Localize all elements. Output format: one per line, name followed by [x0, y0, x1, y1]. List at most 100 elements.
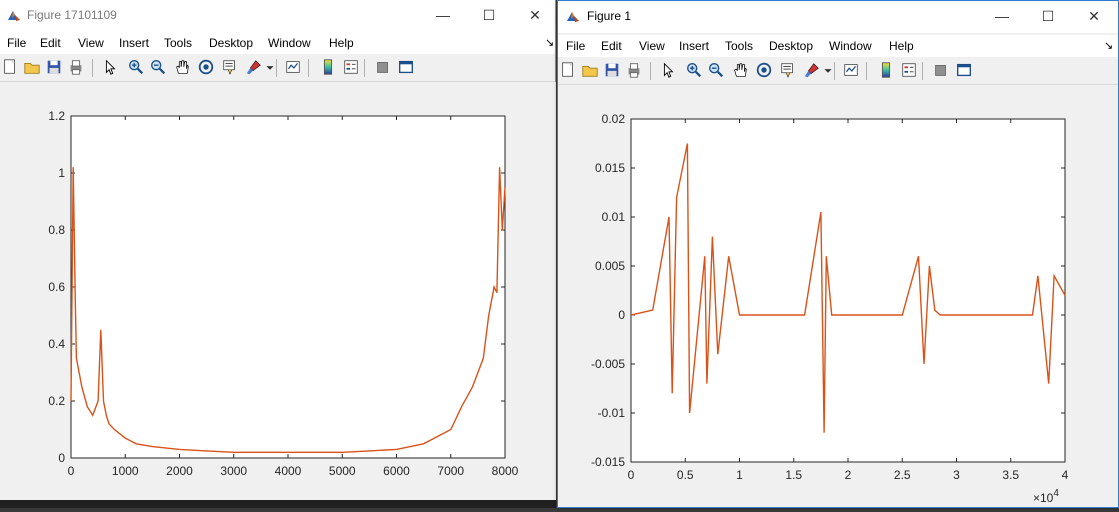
x-tick-label: 7000 [437, 464, 464, 478]
pan-button[interactable] [172, 57, 192, 77]
dock-arrow-icon[interactable]: ↘ [1104, 39, 1113, 52]
show-plot-tools-button[interactable] [396, 57, 416, 77]
zoom-out-button[interactable] [148, 57, 168, 77]
menu-window[interactable]: Window [829, 39, 872, 53]
insert-legend-icon [900, 61, 918, 79]
menu-edit[interactable]: Edit [40, 36, 61, 50]
maximize-button[interactable]: ☐ [1025, 1, 1071, 31]
data-cursor-icon [221, 58, 239, 76]
y-tick-label: 0.015 [595, 161, 625, 175]
data-cursor-button[interactable] [220, 57, 240, 77]
insert-colorbar-icon [877, 61, 895, 79]
brush-icon [245, 58, 263, 76]
menu-help[interactable]: Help [889, 39, 914, 53]
title-bar[interactable]: Figure 17101109 — ☐ ✕ [0, 0, 555, 32]
pan-button[interactable] [730, 60, 750, 80]
figure-window-1: Figure 17101109 — ☐ ✕ File Edit View Ins… [0, 0, 556, 508]
window-title: Figure 1 [587, 9, 631, 23]
dock-arrow-icon[interactable]: ↘ [545, 36, 554, 49]
menu-tools[interactable]: Tools [725, 39, 753, 53]
show-plot-tools-button[interactable] [954, 60, 974, 80]
insert-legend-button[interactable] [899, 60, 919, 80]
new-figure-icon [559, 61, 577, 79]
toolbar [558, 58, 1118, 85]
print-button[interactable] [66, 57, 86, 77]
brush-button[interactable] [244, 57, 264, 77]
rotate-3d-button[interactable] [196, 57, 216, 77]
pointer-button[interactable] [100, 57, 120, 77]
y-tick-label: 0.8 [48, 223, 65, 237]
insert-legend-button[interactable] [341, 57, 361, 77]
toolbar-separator [364, 59, 365, 77]
menu-tools[interactable]: Tools [164, 36, 192, 50]
link-plot-icon [284, 58, 302, 76]
data-cursor-icon [779, 61, 797, 79]
brush-button[interactable] [802, 60, 822, 80]
link-plot-button[interactable] [841, 60, 861, 80]
x-exponent-power: 4 [1053, 488, 1059, 499]
x-tick-label: 8000 [492, 464, 519, 478]
minimize-button[interactable]: — [420, 0, 466, 30]
print-icon [625, 61, 643, 79]
save-button[interactable] [44, 57, 64, 77]
minimize-button[interactable]: — [979, 1, 1025, 31]
matlab-icon [565, 9, 581, 25]
y-tick-label: 1.2 [48, 109, 65, 123]
hide-plot-tools-button[interactable] [373, 57, 393, 77]
new-figure-button[interactable] [558, 60, 578, 80]
y-tick-label: 0 [58, 451, 65, 465]
brush-dropdown-button[interactable] [265, 57, 275, 77]
axes-box [71, 116, 505, 458]
title-bar[interactable]: Figure 1 — ☐ ✕ [558, 1, 1118, 33]
menu-file[interactable]: File [7, 36, 26, 50]
open-file-button[interactable] [22, 57, 42, 77]
close-button[interactable]: ✕ [512, 0, 558, 30]
zoom-in-button[interactable] [684, 60, 704, 80]
pointer-button[interactable] [658, 60, 678, 80]
x-tick-label: 5000 [329, 464, 356, 478]
minimize-icon: — [995, 8, 1009, 24]
zoom-in-icon [685, 61, 703, 79]
insert-colorbar-button[interactable] [876, 60, 896, 80]
zoom-in-button[interactable] [126, 57, 146, 77]
menu-help[interactable]: Help [329, 36, 354, 50]
open-file-button[interactable] [580, 60, 600, 80]
link-plot-icon [842, 61, 860, 79]
menu-view[interactable]: View [639, 39, 665, 53]
data-cursor-button[interactable] [778, 60, 798, 80]
x-tick-label: 1 [736, 468, 743, 482]
x-tick-label: 1000 [112, 464, 139, 478]
close-button[interactable]: ✕ [1071, 1, 1117, 31]
hide-plot-tools-icon [932, 61, 950, 79]
maximize-button[interactable]: ☐ [466, 0, 512, 30]
menu-file[interactable]: File [566, 39, 585, 53]
menu-insert[interactable]: Insert [679, 39, 709, 53]
show-plot-tools-icon [955, 61, 973, 79]
menu-view[interactable]: View [78, 36, 104, 50]
y-tick-label: 0 [618, 308, 625, 322]
menu-insert[interactable]: Insert [119, 36, 149, 50]
menu-desktop[interactable]: Desktop [209, 36, 253, 50]
x-tick-label: 0 [68, 464, 75, 478]
insert-colorbar-icon [319, 58, 337, 76]
rotate-3d-button[interactable] [754, 60, 774, 80]
save-button[interactable] [602, 60, 622, 80]
new-figure-button[interactable] [0, 57, 20, 77]
menu-edit[interactable]: Edit [601, 39, 622, 53]
hide-plot-tools-button[interactable] [931, 60, 951, 80]
insert-colorbar-button[interactable] [318, 57, 338, 77]
open-file-icon [581, 61, 599, 79]
menu-desktop[interactable]: Desktop [769, 39, 813, 53]
hide-plot-tools-icon [374, 58, 392, 76]
print-button[interactable] [624, 60, 644, 80]
menu-window[interactable]: Window [268, 36, 311, 50]
brush-dropdown-button[interactable] [823, 60, 833, 80]
link-plot-button[interactable] [283, 57, 303, 77]
x-tick-label: 4 [1062, 468, 1069, 482]
zoom-out-button[interactable] [706, 60, 726, 80]
axes-box [631, 119, 1065, 462]
menu-bar: File Edit View Insert Tools Desktop Wind… [558, 35, 1118, 57]
